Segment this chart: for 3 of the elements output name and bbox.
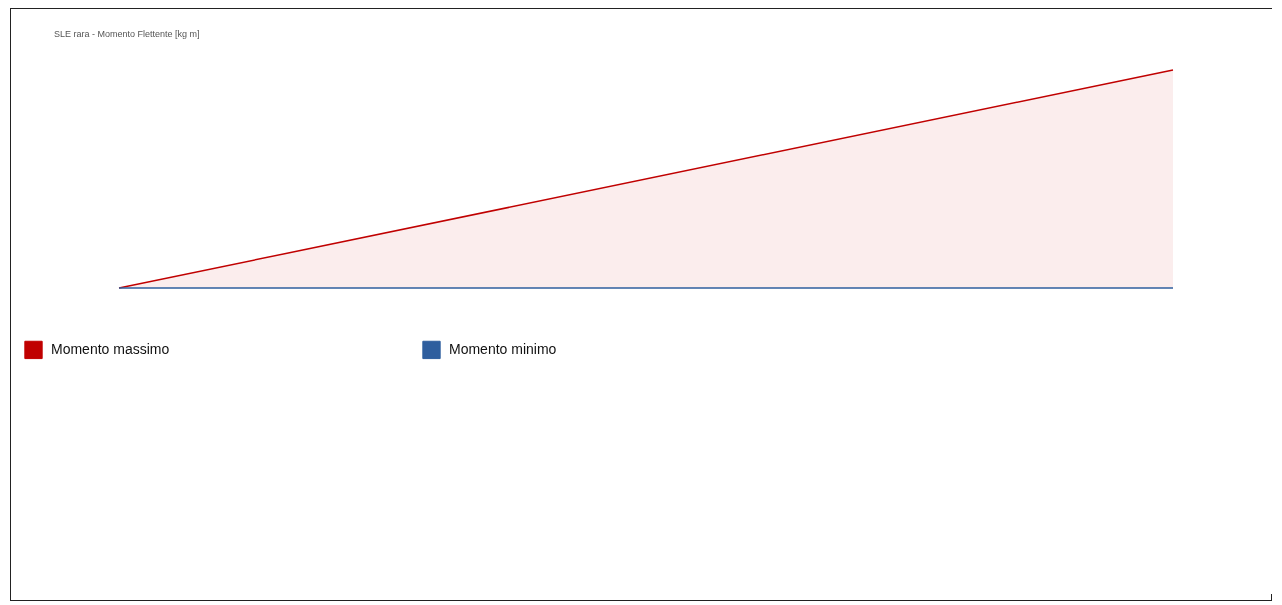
legend-label: Momento minimo xyxy=(449,340,557,357)
legend-label: Momento massimo xyxy=(51,340,170,357)
chart-title: SLE rara - Momento Flettente [kg m] xyxy=(54,29,200,40)
